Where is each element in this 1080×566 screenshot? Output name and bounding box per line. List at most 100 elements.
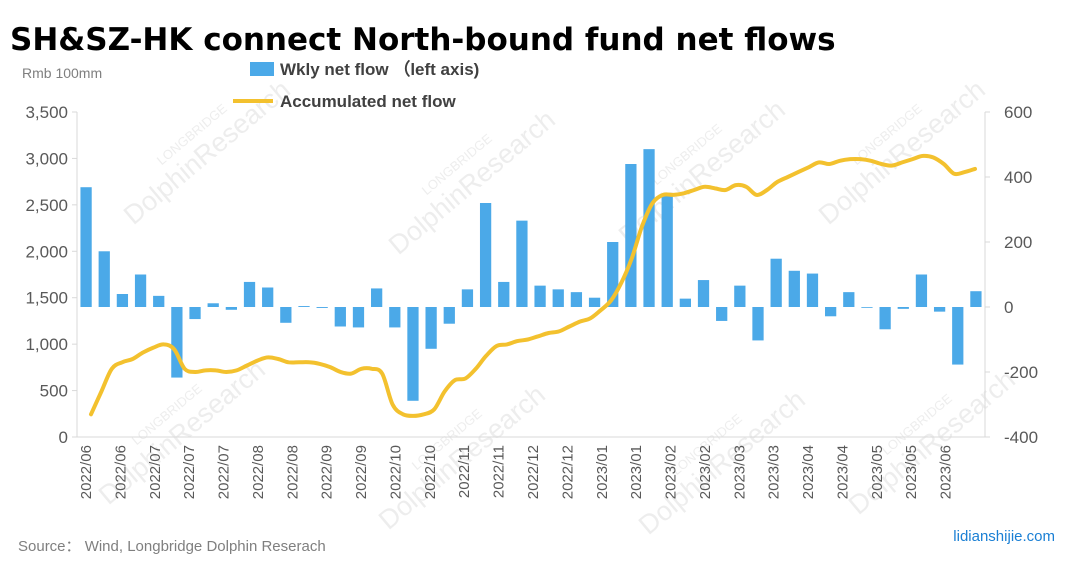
right-tick-label: 400: [1004, 168, 1032, 187]
left-tick-label: 3,500: [25, 103, 68, 122]
x-tick-label: 2022/12: [525, 445, 542, 499]
weekly-flow-bar: [316, 307, 328, 308]
weekly-flow-bar: [788, 270, 800, 307]
legend: Wkly net flow （left axis) Accumulated ne…: [233, 59, 479, 111]
weekly-flow-bar: [479, 203, 492, 307]
weekly-flow-bar: [207, 303, 219, 307]
x-axis: 2022/06 2022/06 2022/07 2022/07 2022/07 2022/…: [77, 436, 985, 499]
right-tick-label: -200: [1004, 363, 1038, 382]
weekly-flow-bar: [352, 307, 365, 328]
left-tick-label: 2,000: [25, 242, 68, 261]
weekly-flow-bar: [570, 292, 583, 307]
x-tick-label: 2023/02: [663, 445, 680, 499]
watermark-text: DolphinResearch: [118, 74, 296, 230]
source-note: Source： Wind, Longbridge Dolphin Reserac…: [18, 538, 326, 555]
left-tick-label: 2,500: [25, 196, 68, 215]
weekly-flow-bar: [243, 281, 256, 307]
x-tick-label: 2022/12: [559, 445, 576, 499]
left-axis: 0 500 1,000 1,500 2,000 2,500 3,000 3,500: [25, 103, 78, 447]
x-tick-label: 2022/11: [491, 445, 508, 498]
right-tick-label: 200: [1004, 233, 1032, 252]
weekly-flow-bar: [98, 251, 110, 307]
x-tick-label: 2022/06: [112, 445, 129, 499]
x-tick-label: 2023/03: [766, 445, 783, 499]
x-tick-label: 2022/06: [78, 445, 95, 499]
weekly-flow-bar: [389, 307, 401, 328]
weekly-flow-bar: [643, 149, 655, 307]
weekly-flow-bar: [825, 307, 837, 317]
x-tick-label: 2023/01: [594, 445, 611, 499]
weekly-flow-bar: [80, 187, 92, 307]
x-tick-label: 2022/08: [284, 445, 301, 499]
x-tick-label: 2022/07: [216, 445, 233, 499]
weekly-flow-bar: [661, 195, 673, 307]
legend-line-label: Accumulated net flow: [280, 92, 456, 111]
watermark-text: DolphinResearch: [613, 94, 791, 250]
weekly-flow-bar: [371, 288, 383, 307]
x-tick-label: 2022/10: [388, 445, 405, 499]
chart-title: SH&SZ-HK connect North-bound fund net fl…: [10, 22, 836, 58]
watermark-text: DolphinResearch: [383, 104, 561, 260]
weekly-flow-bar: [734, 285, 746, 307]
x-tick-label: 2022/11: [456, 445, 473, 498]
weekly-flow-bar: [280, 307, 292, 323]
weekly-flow-bar: [607, 242, 619, 307]
weekly-flow-bar: [933, 307, 946, 312]
right-tick-label: 600: [1004, 103, 1032, 122]
weekly-flow-bar: [498, 281, 510, 307]
weekly-flow-bar: [716, 307, 728, 321]
right-tick-label: 0: [1004, 298, 1013, 317]
weekly-flow-bar: [915, 274, 928, 307]
x-tick-label: 2023/06: [938, 445, 955, 499]
left-tick-label: 1,500: [25, 289, 68, 308]
weekly-flow-bar: [116, 294, 129, 307]
x-tick-label: 2023/02: [697, 445, 714, 499]
weekly-flow-bar: [534, 285, 546, 307]
weekly-flow-bar: [425, 307, 437, 349]
weekly-flow-bar: [334, 307, 346, 327]
weekly-flow-bar: [262, 287, 274, 307]
weekly-flow-bar: [970, 291, 982, 307]
legend-bar-swatch: [250, 62, 274, 76]
weekly-flow-bar: [697, 280, 710, 307]
x-tick-label: 2022/09: [353, 445, 370, 499]
weekly-flow-bar: [897, 307, 909, 309]
accumulated-net-flow-line: [89, 153, 977, 418]
weekly-flow-bar: [952, 307, 964, 365]
weekly-flow-bar: [752, 307, 764, 341]
weekly-flow-bar: [625, 164, 637, 307]
site-watermark: lidianshijie.com: [953, 528, 1055, 545]
weekly-flow-bar: [225, 307, 237, 310]
left-tick-label: 500: [40, 382, 68, 401]
weekly-flow-bar: [407, 307, 419, 401]
left-tick-label: 0: [59, 428, 68, 447]
weekly-flow-bar: [552, 289, 564, 307]
weekly-flow-bar: [461, 289, 474, 307]
left-tick-label: 1,000: [25, 335, 68, 354]
weekly-flow-bar: [153, 295, 165, 307]
weekly-flow-bar: [516, 220, 528, 307]
weekly-flow-bar: [679, 298, 691, 307]
weekly-flow-bar: [298, 306, 310, 307]
weekly-flow-bar: [806, 273, 819, 307]
weekly-flow-bar: [879, 307, 891, 330]
x-tick-label: 2022/08: [250, 445, 267, 499]
x-tick-label: 2022/10: [422, 445, 439, 499]
x-tick-label: 2023/05: [903, 445, 920, 499]
right-axis: -400 -200 0 200 400 600: [984, 103, 1038, 447]
bar-series: [80, 149, 982, 401]
x-tick-label: 2023/05: [869, 445, 886, 499]
weekly-flow-bar: [843, 292, 855, 307]
x-tick-label: 2023/04: [800, 445, 817, 499]
x-tick-label: 2022/09: [319, 445, 336, 499]
x-tick-label: 2023/01: [628, 445, 645, 499]
unit-label: Rmb 100mm: [22, 65, 102, 81]
weekly-flow-bar: [171, 307, 183, 378]
weekly-flow-bar: [134, 274, 147, 307]
weekly-flow-bar: [189, 307, 201, 320]
